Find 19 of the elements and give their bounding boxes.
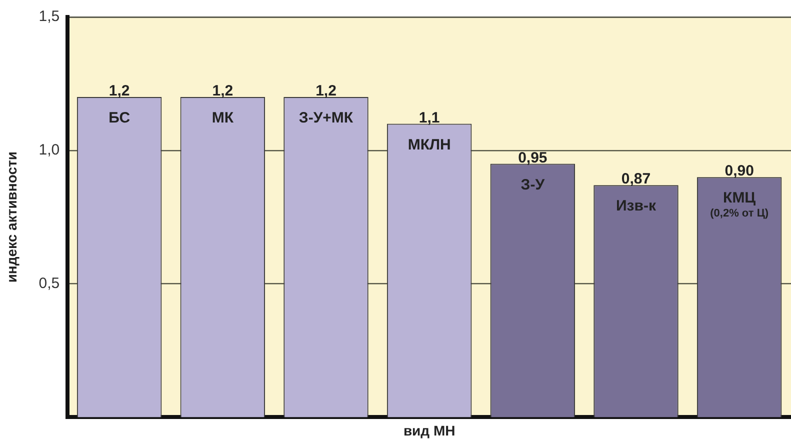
x-tick-label: МКЛН	[408, 136, 451, 154]
data-label: 0,95	[518, 149, 548, 166]
y-axis-title: индекс активности	[3, 152, 20, 283]
y-tick-label: 0,5	[38, 274, 60, 292]
data-label: 1,2	[316, 82, 336, 100]
data-label: 1,2	[108, 82, 130, 100]
x-tick-label: КМЦ (0,2% от Ц)	[710, 190, 769, 220]
x-tick-label: З-У	[520, 176, 546, 194]
data-label: 0,90	[724, 162, 754, 180]
x-tick-label: БС	[108, 110, 130, 127]
y-tick-label: 1,0	[38, 142, 60, 159]
y-tick-label: 1,5	[38, 8, 60, 26]
data-label: 0,87	[621, 170, 651, 188]
x-axis-title: вид МН	[403, 422, 456, 438]
x-tick-label: Изв-к	[616, 198, 656, 215]
x-tick-label: МК	[212, 110, 234, 127]
data-label: 1,1	[418, 109, 440, 126]
x-tick-label: З-У+МК	[298, 110, 354, 127]
data-label: 1,2	[212, 82, 234, 100]
